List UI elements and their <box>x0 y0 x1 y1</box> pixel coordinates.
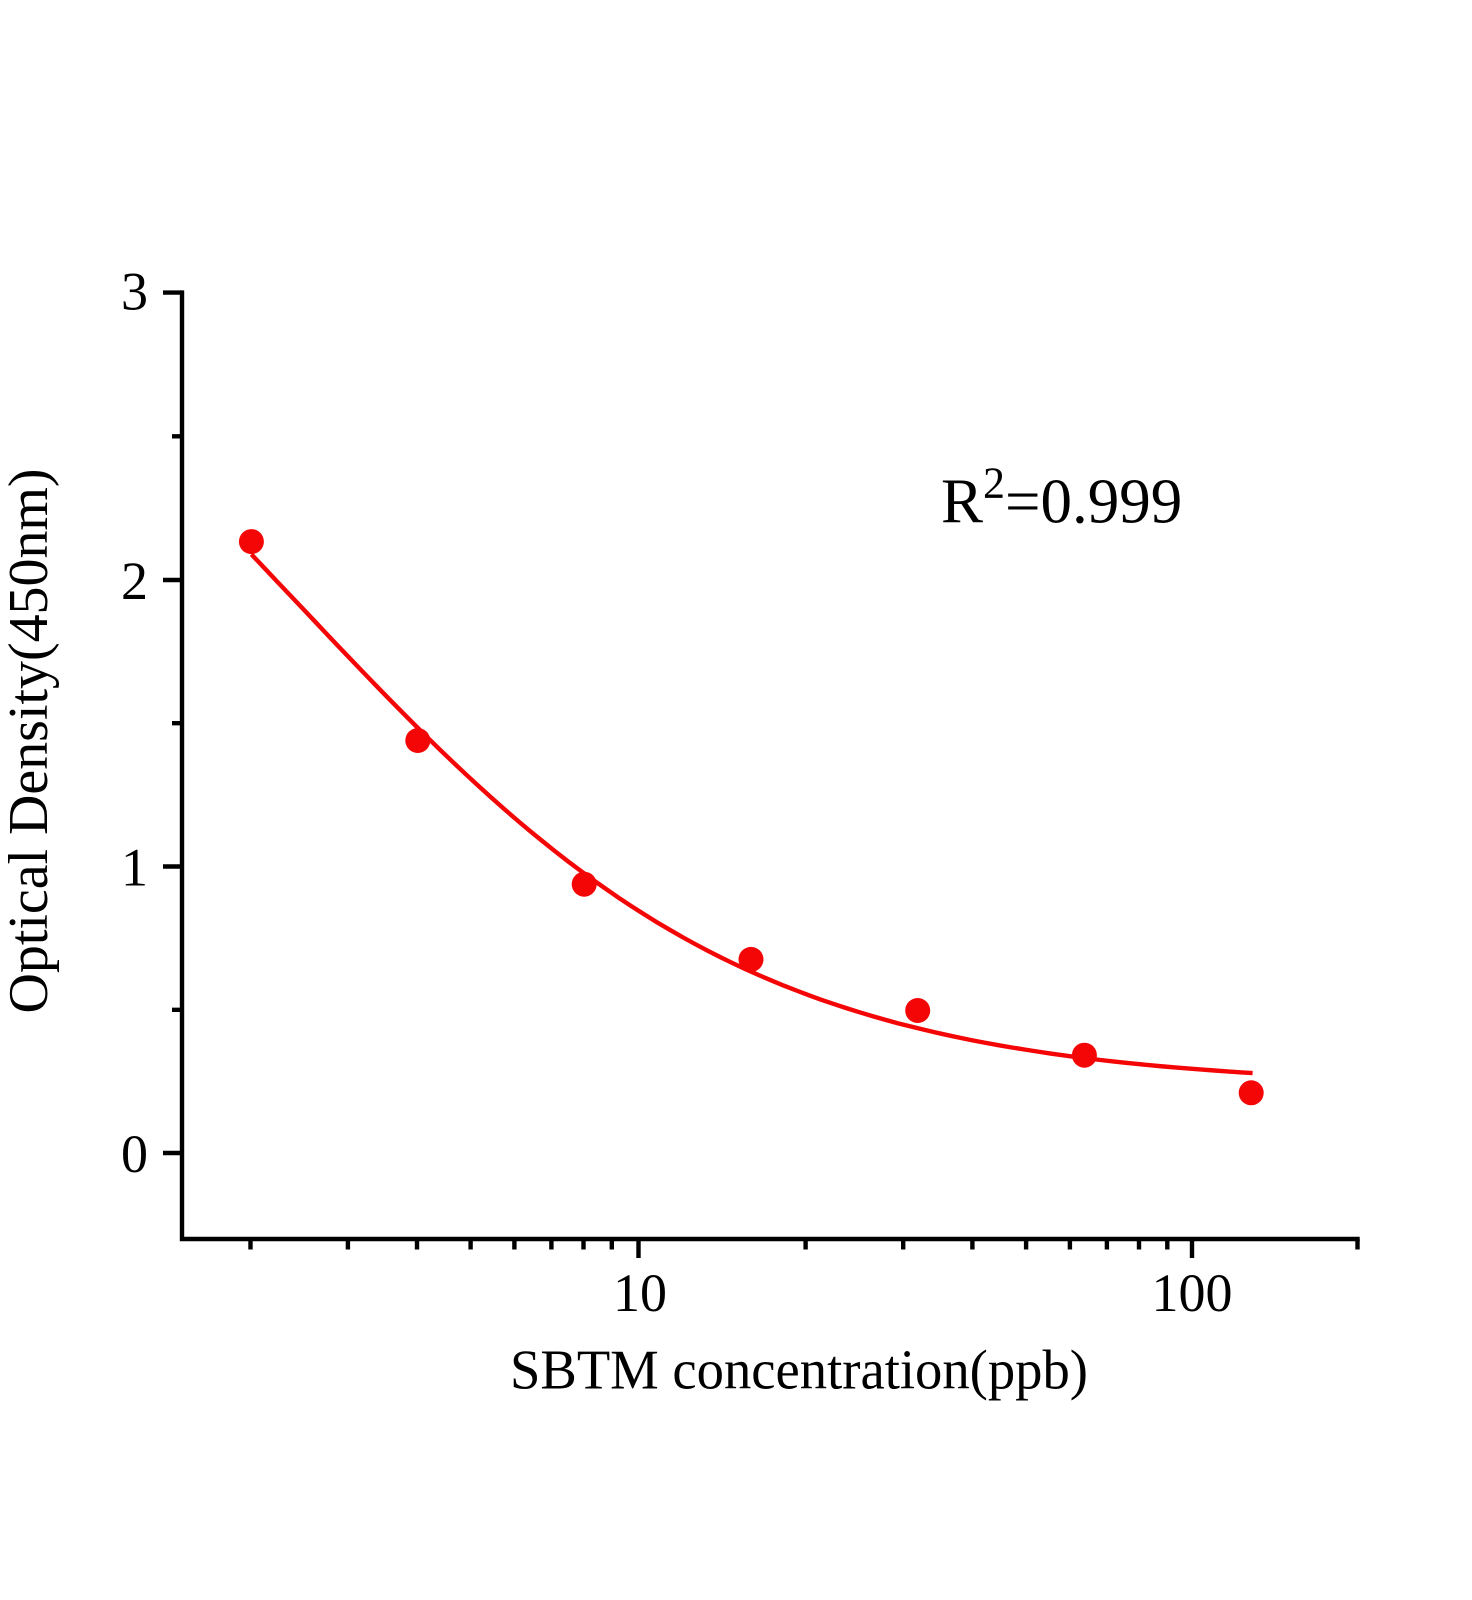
svg-text:0: 0 <box>121 1124 148 1184</box>
svg-text:Optical Density(450nm): Optical Density(450nm) <box>0 469 60 1014</box>
svg-text:10: 10 <box>613 1263 667 1323</box>
svg-text:3: 3 <box>121 262 148 322</box>
svg-text:100: 100 <box>1152 1263 1233 1323</box>
svg-text:2: 2 <box>121 551 148 611</box>
svg-text:SBTM concentration(ppb): SBTM concentration(ppb) <box>510 1339 1088 1401</box>
svg-text:1: 1 <box>121 837 148 897</box>
svg-text:R2=0.999: R2=0.999 <box>941 459 1182 537</box>
